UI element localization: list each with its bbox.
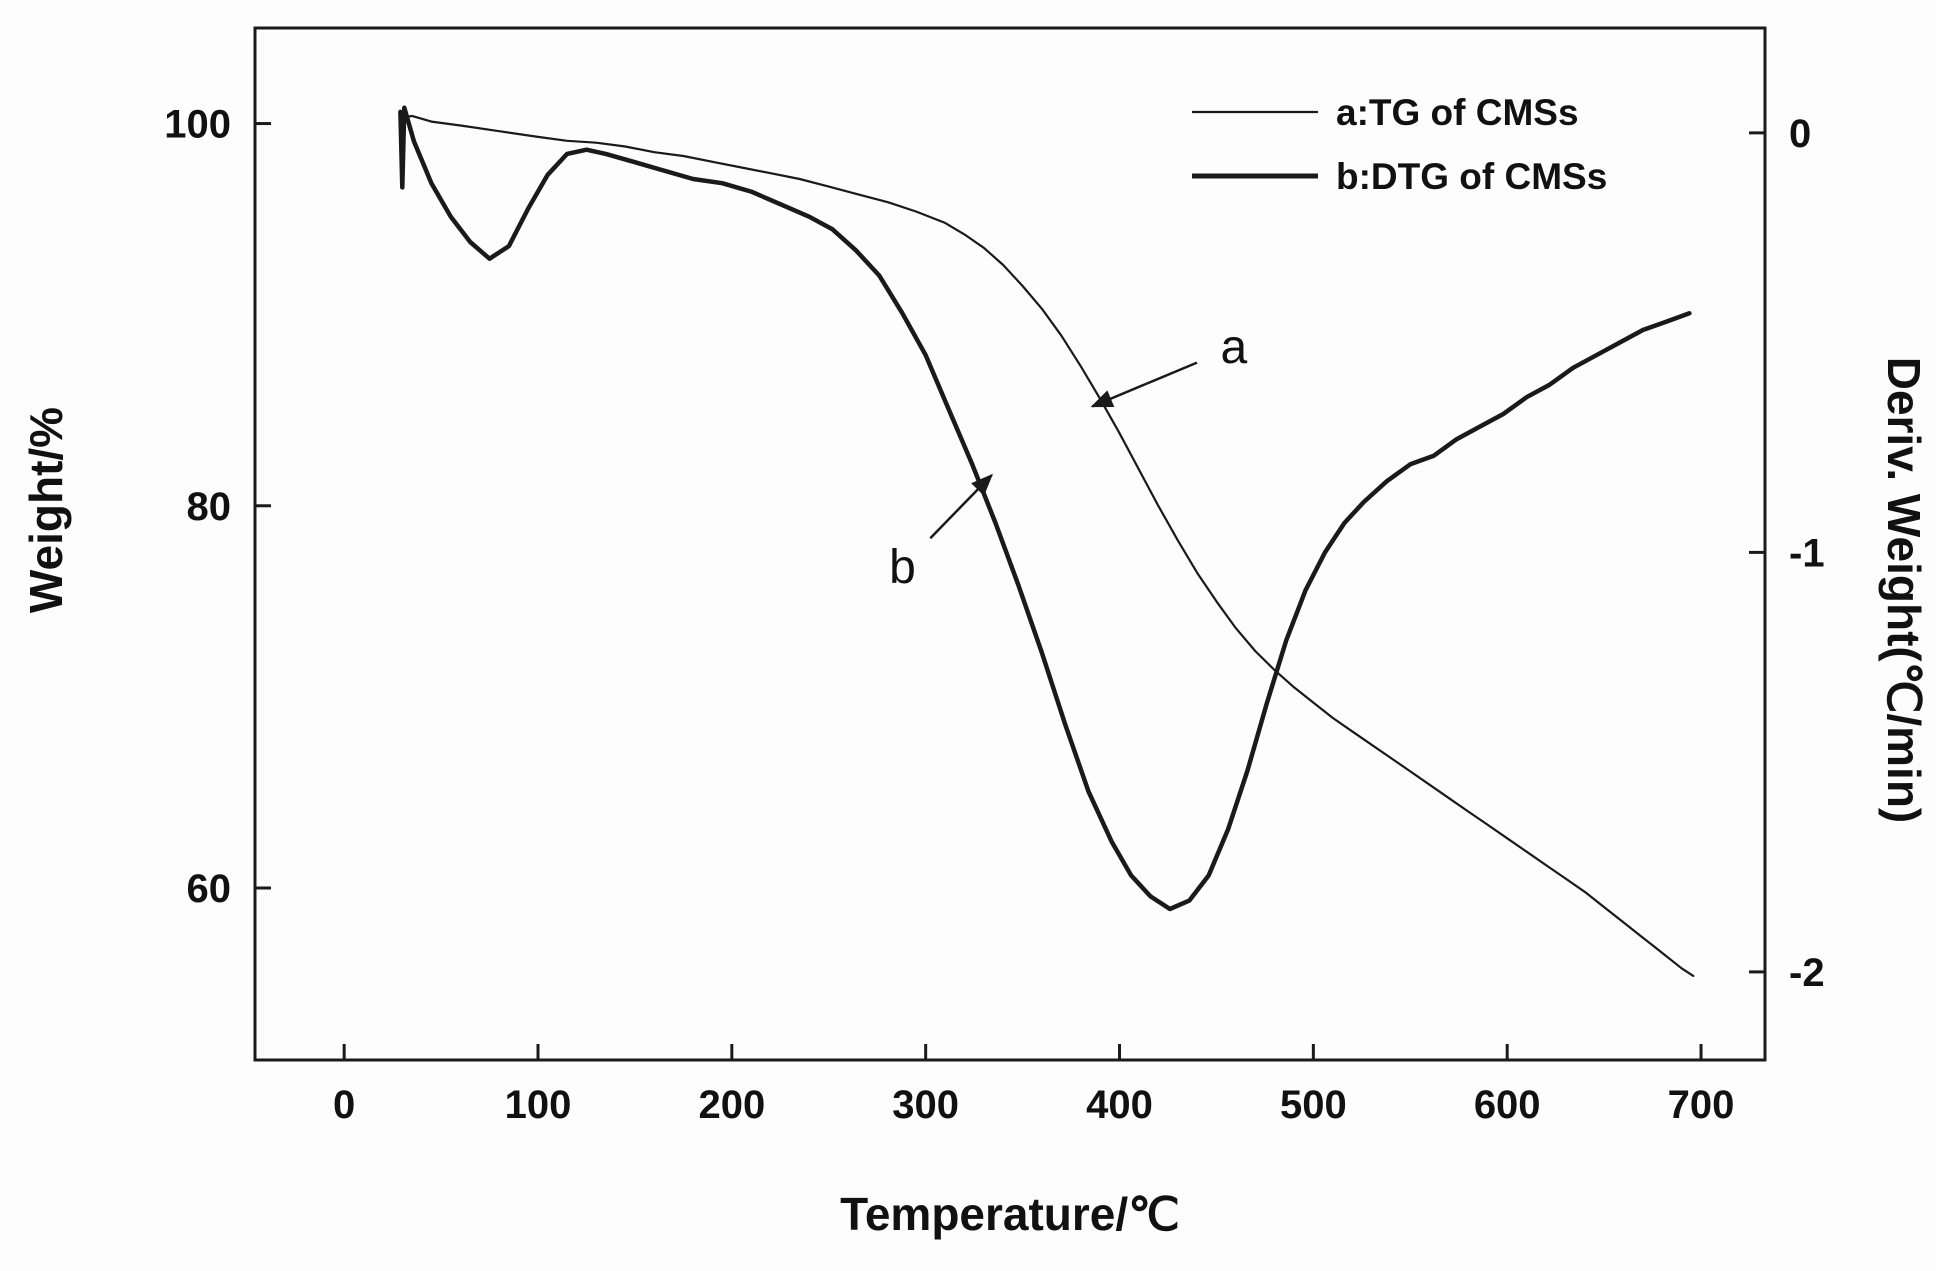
tg-curve	[401, 114, 1695, 978]
x-axis-tick-label: 300	[892, 1083, 959, 1127]
legend-label: a:TG of CMSs	[1336, 92, 1579, 133]
dtg-curve	[398, 105, 1692, 912]
x-axis-title: Temperature/℃	[840, 1188, 1180, 1240]
legend-label: b:DTG of CMSs	[1336, 156, 1607, 197]
annotation-label-b: b	[889, 541, 916, 594]
x-axis-tick-label: 200	[698, 1083, 765, 1127]
y-left-tick-label: 80	[187, 485, 232, 529]
y-left-tick-label: 60	[187, 867, 232, 911]
y-right-tick-label: 0	[1789, 112, 1811, 156]
x-axis-tick-label: 600	[1474, 1083, 1541, 1127]
y-left-tick-label: 100	[164, 103, 231, 147]
x-axis-tick-label: 500	[1280, 1083, 1347, 1127]
y-right-tick-label: -2	[1789, 951, 1825, 995]
y-left-axis-title: Weight/%	[20, 407, 72, 613]
x-axis-tick-label: 400	[1086, 1083, 1153, 1127]
y-right-tick-label: -1	[1789, 531, 1825, 575]
annotation-label-a: a	[1221, 321, 1248, 374]
x-axis-tick-label: 100	[505, 1083, 572, 1127]
x-axis-tick-label: 0	[333, 1083, 355, 1127]
y-right-axis-title: Deriv. Weight(℃/min)	[1878, 357, 1930, 824]
plot-frame	[253, 26, 1767, 1062]
x-axis-tick-label: 700	[1668, 1083, 1735, 1127]
legend: a:TG of CMSs b:DTG of CMSs	[1192, 92, 1607, 197]
annotation-arrow-b	[929, 473, 993, 540]
annotation-arrow-a	[1090, 361, 1198, 408]
